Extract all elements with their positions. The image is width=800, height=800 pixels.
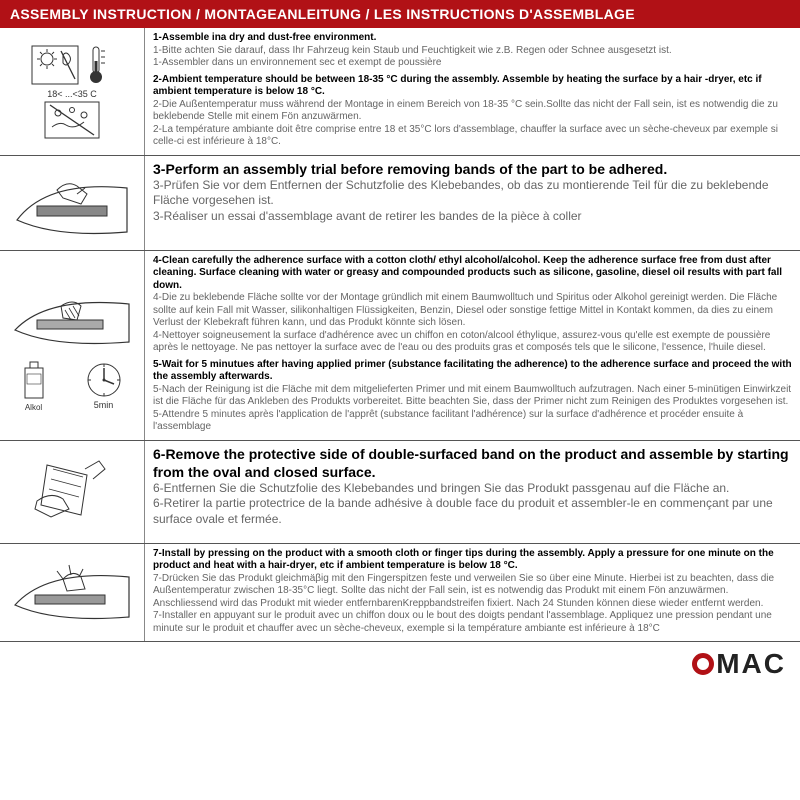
- text-7: 7-Install by pressing on the product wit…: [145, 544, 800, 642]
- step7-en: 7-Install by pressing on the product wit…: [153, 548, 792, 573]
- brand-o-icon: [692, 653, 714, 675]
- brand-logo: MAC: [692, 648, 786, 680]
- step4-fr: 4-Nettoyer soigneusement la surface d'ad…: [153, 330, 792, 355]
- step1-en: 1-Assemble ina dry and dust-free environ…: [153, 32, 792, 45]
- step7-fr: 7-Installer en appuyant sur le produit a…: [153, 610, 792, 635]
- step2-en: 2-Ambient temperature should be between …: [153, 74, 792, 99]
- text-1-2: 1-Assemble ina dry and dust-free environ…: [145, 28, 800, 155]
- step7-de: 7-Drücken Sie das Produkt gleichmäβig mi…: [153, 573, 792, 611]
- header-title: ASSEMBLY INSTRUCTION / MONTAGEANLEITUNG …: [10, 6, 635, 22]
- section-3: 3-Perform an assembly trial before remov…: [0, 156, 800, 251]
- illustration-remove: [0, 441, 145, 543]
- step3-en: 3-Perform an assembly trial before remov…: [153, 160, 792, 178]
- step4-en: 4-Clean carefully the adherence surface …: [153, 255, 792, 293]
- section-6: 6-Remove the protective side of double-s…: [0, 441, 800, 544]
- min-label: 5min: [84, 400, 124, 410]
- illustration-press: [0, 544, 145, 642]
- text-4-5: 4-Clean carefully the adherence surface …: [145, 251, 800, 440]
- step4-de: 4-Die zu beklebende Fläche sollte vor de…: [153, 292, 792, 330]
- temp-range-label: 18< ...<35 C: [47, 89, 97, 99]
- alkol-label: Alkol: [21, 403, 47, 412]
- step3-fr: 3-Réaliser un essai d'assemblage avant d…: [153, 209, 792, 225]
- illustration-clean: Alkol 5min: [0, 251, 145, 440]
- section-4-5: Alkol 5min 4-Clean carefully the adheren…: [0, 251, 800, 441]
- step3-de: 3-Prüfen Sie vor dem Entfernen der Schut…: [153, 178, 792, 209]
- step5-en: 5-Wait for 5 minutues after having appli…: [153, 359, 792, 384]
- brand-text: MAC: [716, 648, 786, 680]
- step2-de: 2-Die Außentemperatur muss während der M…: [153, 99, 792, 124]
- text-3: 3-Perform an assembly trial before remov…: [145, 156, 800, 250]
- illustration-environment: 18< ...<35 C: [0, 28, 145, 155]
- illustration-trial: [0, 156, 145, 250]
- step5-fr: 5-Attendre 5 minutes après l'application…: [153, 409, 792, 434]
- step6-fr: 6-Retirer la partie protectrice de la ba…: [153, 496, 792, 527]
- section-1-2: 18< ...<35 C 1-Assemble ina dry and dust…: [0, 28, 800, 156]
- header-bar: ASSEMBLY INSTRUCTION / MONTAGEANLEITUNG …: [0, 0, 800, 28]
- step5-de: 5-Nach der Reinigung ist die Fläche mit …: [153, 384, 792, 409]
- footer: MAC: [0, 642, 800, 686]
- step6-en: 6-Remove the protective side of double-s…: [153, 445, 792, 481]
- text-6: 6-Remove the protective side of double-s…: [145, 441, 800, 543]
- step2-fr: 2-La température ambiante doit être comp…: [153, 124, 792, 149]
- step6-de: 6-Entfernen Sie die Schutzfolie des Kleb…: [153, 481, 792, 497]
- step1-fr: 1-Assembler dans un environnement sec et…: [153, 57, 792, 70]
- step1-de: 1-Bitte achten Sie darauf, dass Ihr Fahr…: [153, 45, 792, 58]
- section-7: 7-Install by pressing on the product wit…: [0, 544, 800, 643]
